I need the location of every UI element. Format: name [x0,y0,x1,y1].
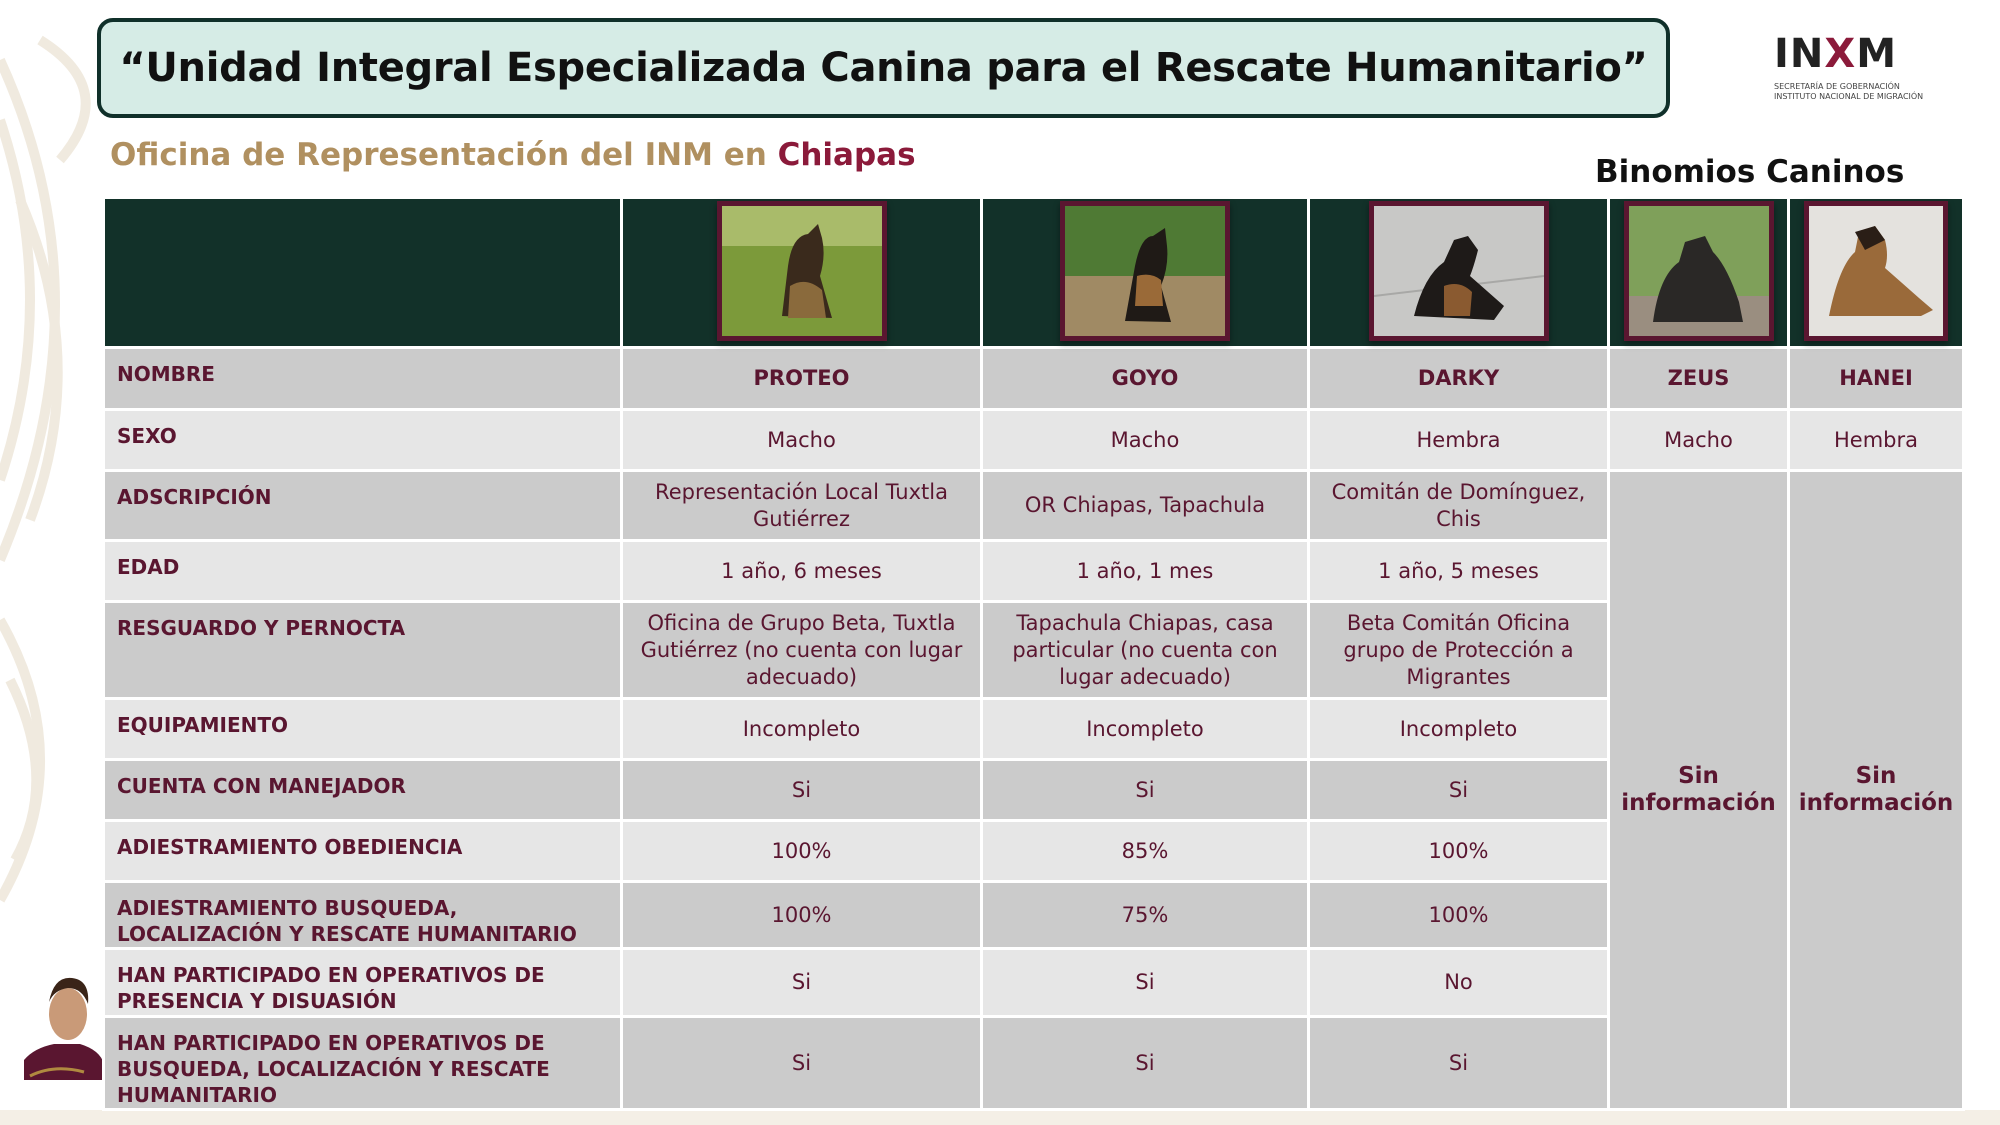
row-label-equipamiento: EQUIPAMIENTO [102,697,623,761]
row-label-edad: EDAD [102,539,623,603]
table-cell: Macho [620,408,983,472]
photo-cell-proteo [620,196,983,349]
photo-row-empty [102,196,623,349]
table-cell: Si [620,947,983,1018]
table-cell: 1 año, 5 meses [1307,539,1610,603]
no-info-hanei: Sin información [1787,469,1965,1111]
dog-photo-zeus [1623,200,1774,341]
table-cell: Si [620,758,983,822]
dog-photo-darky [1368,200,1549,341]
photo-row [102,196,1965,349]
table-row: NOMBRE PROTEO GOYO DARKY ZEUS HANEI [102,346,1965,411]
photo-cell-hanei [1787,196,1965,349]
row-label-presencia: HAN PARTICIPADO EN OPERATIVOS DE PRESENC… [102,947,623,1018]
inm-logo: INXM SECRETARÍA DE GOBERNACIÓN INSTITUTO… [1774,34,1970,108]
photo-cell-zeus [1607,196,1790,349]
table-row: ADIESTRAMIENTO OBEDIENCIA 100% 85% 100% [102,819,1964,883]
dog-name-zeus: ZEUS [1607,346,1790,411]
logo-line-2: INSTITUTO NACIONAL DE MIGRACIÓN [1774,92,1924,101]
table-cell: Macho [980,408,1310,472]
section-label: Binomios Caninos [1595,154,1905,190]
logo-mark: INXM [1774,31,1898,77]
table-cell: 1 año, 6 meses [620,539,983,603]
table-cell: 100% [620,880,983,950]
table-cell: Incompleto [980,697,1310,761]
table-cell: Hembra [1787,408,1965,472]
table-cell: Tapachula Chiapas, casa particular (no c… [980,600,1310,700]
table-row: ADIESTRAMIENTO BUSQUEDA, LOCALIZACIÓN Y … [102,880,1964,950]
row-label-nombre: NOMBRE [102,346,623,411]
table-cell: Si [980,758,1310,822]
table-cell: Macho [1607,408,1790,472]
table-cell: No [1307,947,1610,1018]
table-row: CUENTA CON MANEJADOR Si Si Si [102,758,1964,822]
office-subtitle: Oficina de Representación del INM en Chi… [110,137,916,173]
table-cell: 100% [1307,880,1610,950]
dog-name-proteo: PROTEO [620,346,983,411]
row-label-manejador: CUENTA CON MANEJADOR [102,758,623,822]
dog-photo-hanei [1804,200,1948,341]
table-cell: Incompleto [1307,697,1610,761]
row-label-resguardo: RESGUARDO Y PERNOCTA [102,600,623,700]
no-info-zeus: Sin información [1607,469,1790,1111]
photo-cell-darky [1307,196,1610,349]
table-cell: 100% [1307,819,1610,883]
row-label-sexo: SEXO [102,408,623,472]
table-cell: Si [980,1015,1310,1111]
row-label-operativos-busqueda: HAN PARTICIPADO EN OPERATIVOS DE BUSQUED… [102,1015,623,1111]
office-place: Chiapas [777,137,916,173]
logo-line-1: SECRETARÍA DE GOBERNACIÓN [1774,82,1900,91]
canine-table: NOMBRE PROTEO GOYO DARKY ZEUS HANEI SEXO… [102,196,1965,1111]
table-cell: OR Chiapas, Tapachula [980,469,1310,542]
page-title: “Unidad Integral Especializada Canina pa… [119,45,1648,91]
table-row: RESGUARDO Y PERNOCTA Oficina de Grupo Be… [102,600,1964,700]
table-row: SEXO Macho Macho Hembra Macho Hembra [102,408,1965,472]
dog-name-goyo: GOYO [980,346,1310,411]
table-cell: Si [620,1015,983,1111]
table-cell: Si [1307,1015,1610,1111]
row-label-adscripcion: ADSCRIPCIÓN [102,469,623,542]
dog-photo-goyo [1060,200,1230,341]
table-cell: Representación Local Tuxtla Gutiérrez [620,469,983,542]
historical-portrait-icon [24,977,104,1080]
table-row: ADSCRIPCIÓN Representación Local Tuxtla … [102,469,1965,1111]
table-row: EDAD 1 año, 6 meses 1 año, 1 mes 1 año, … [102,539,1964,603]
table-cell: Beta Comitán Oficina grupo de Protección… [1307,600,1610,700]
table-cell: 75% [980,880,1310,950]
row-label-obediencia: ADIESTRAMIENTO OBEDIENCIA [102,819,623,883]
table-cell: Oficina de Grupo Beta, Tuxtla Gutiérrez … [620,600,983,700]
table-row: EQUIPAMIENTO Incompleto Incompleto Incom… [102,697,1964,761]
row-label-busqueda: ADIESTRAMIENTO BUSQUEDA, LOCALIZACIÓN Y … [102,880,623,950]
dog-name-darky: DARKY [1307,346,1610,411]
photo-cell-goyo [980,196,1310,349]
table-cell: 100% [620,819,983,883]
table-cell: Comitán de Domínguez, Chis [1307,469,1610,542]
dog-name-hanei: HANEI [1787,346,1965,411]
title-banner: “Unidad Integral Especializada Canina pa… [97,18,1670,118]
table-cell: Hembra [1307,408,1610,472]
table-cell: 85% [980,819,1310,883]
table-row: HAN PARTICIPADO EN OPERATIVOS DE BUSQUED… [102,1015,1964,1111]
table-cell: Si [1307,758,1610,822]
table-cell: Si [980,947,1310,1018]
table-cell: 1 año, 1 mes [980,539,1310,603]
table-row: HAN PARTICIPADO EN OPERATIVOS DE PRESENC… [102,947,1964,1018]
dog-photo-proteo [716,200,887,341]
table-cell: Incompleto [620,697,983,761]
